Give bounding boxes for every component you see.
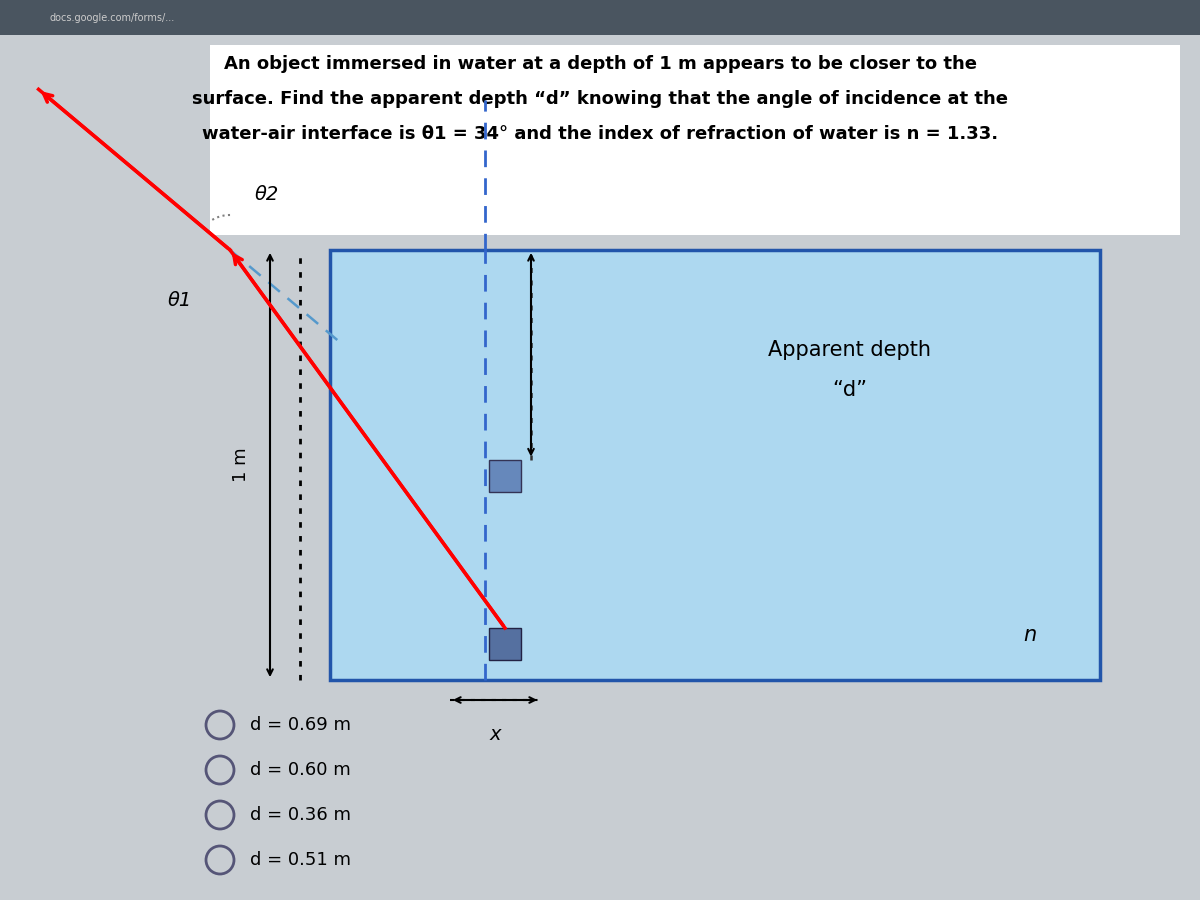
- Bar: [330, 250, 1100, 680]
- Bar: [490, 460, 521, 491]
- Text: n: n: [1024, 625, 1037, 645]
- Bar: [210, 45, 1180, 235]
- Text: water-air interface is θ1 = 34° and the index of refraction of water is n = 1.33: water-air interface is θ1 = 34° and the …: [202, 125, 998, 143]
- Text: d = 0.60 m: d = 0.60 m: [250, 761, 350, 779]
- Bar: [490, 628, 521, 660]
- Text: 1 m: 1 m: [232, 447, 250, 482]
- Text: θ2: θ2: [256, 185, 280, 204]
- Text: An object immersed in water at a depth of 1 m appears to be closer to the: An object immersed in water at a depth o…: [223, 55, 977, 73]
- Text: surface. Find the apparent depth “d” knowing that the angle of incidence at the: surface. Find the apparent depth “d” kno…: [192, 90, 1008, 108]
- Text: d = 0.51 m: d = 0.51 m: [250, 851, 352, 869]
- Text: d = 0.69 m: d = 0.69 m: [250, 716, 352, 734]
- Text: x: x: [490, 725, 500, 744]
- Text: “d”: “d”: [833, 380, 868, 400]
- Bar: [0, 0, 1200, 35]
- Text: d = 0.36 m: d = 0.36 m: [250, 806, 352, 824]
- Text: θ1: θ1: [168, 291, 192, 310]
- Text: docs.google.com/forms/...: docs.google.com/forms/...: [50, 13, 175, 23]
- Text: Apparent depth: Apparent depth: [768, 340, 931, 360]
